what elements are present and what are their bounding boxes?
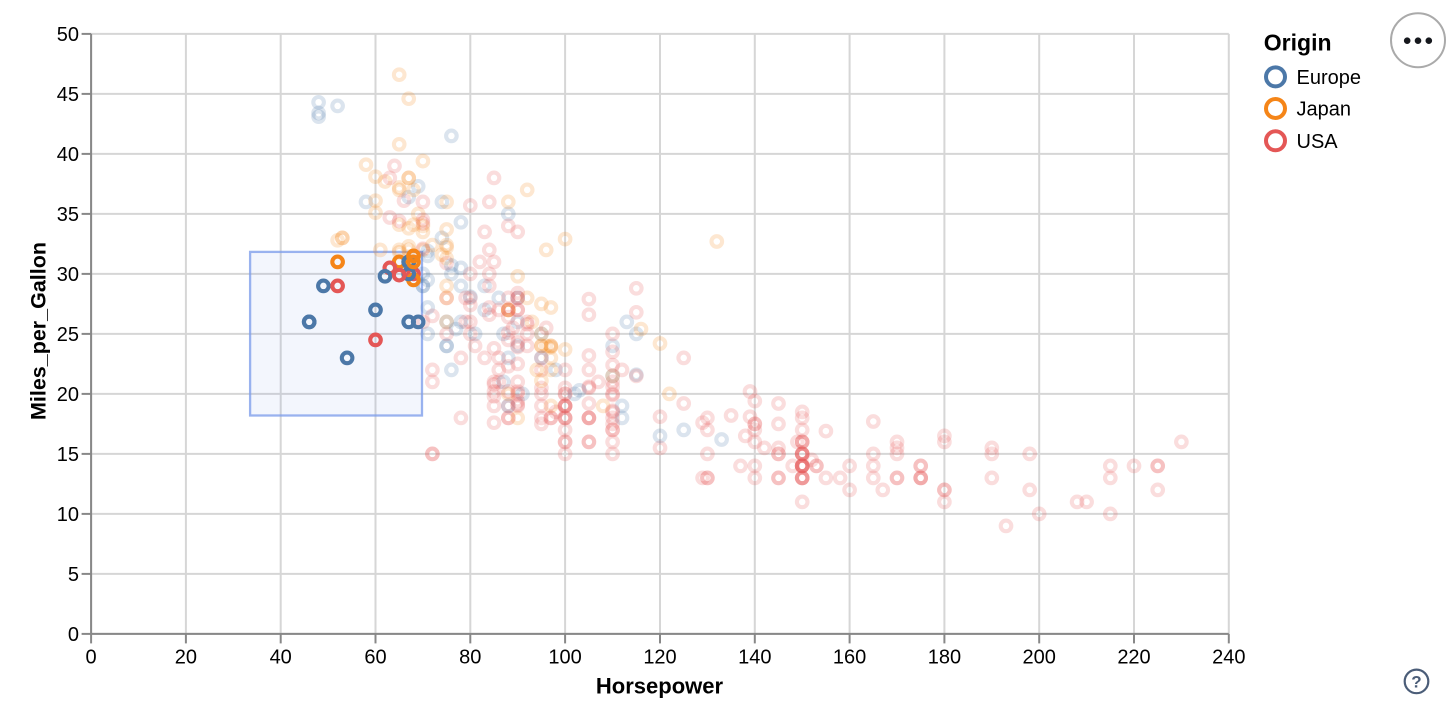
svg-text:0: 0 bbox=[86, 647, 97, 669]
svg-text:220: 220 bbox=[1117, 647, 1150, 669]
svg-text:45: 45 bbox=[57, 84, 79, 106]
svg-text:180: 180 bbox=[928, 647, 961, 669]
svg-text:Japan: Japan bbox=[1297, 99, 1352, 121]
svg-text:40: 40 bbox=[270, 647, 292, 669]
svg-text:25: 25 bbox=[57, 324, 79, 346]
svg-text:120: 120 bbox=[643, 647, 676, 669]
svg-text:Horsepower: Horsepower bbox=[596, 674, 724, 699]
svg-text:40: 40 bbox=[57, 144, 79, 166]
svg-text:100: 100 bbox=[548, 647, 581, 669]
svg-text:160: 160 bbox=[833, 647, 866, 669]
svg-text:50: 50 bbox=[57, 24, 79, 46]
svg-text:?: ? bbox=[1411, 673, 1421, 692]
svg-text:200: 200 bbox=[1023, 647, 1056, 669]
svg-text:20: 20 bbox=[175, 647, 197, 669]
svg-text:35: 35 bbox=[57, 204, 79, 226]
svg-text:20: 20 bbox=[57, 384, 79, 406]
svg-text:Europe: Europe bbox=[1297, 67, 1362, 89]
svg-text:Origin: Origin bbox=[1264, 30, 1332, 56]
svg-text:60: 60 bbox=[364, 647, 386, 669]
svg-text:5: 5 bbox=[68, 564, 79, 586]
svg-text:80: 80 bbox=[459, 647, 481, 669]
svg-text:USA: USA bbox=[1297, 131, 1339, 153]
svg-text:Miles_per_Gallon: Miles_per_Gallon bbox=[27, 242, 51, 420]
svg-text:15: 15 bbox=[57, 444, 79, 466]
svg-text:140: 140 bbox=[738, 647, 771, 669]
svg-text:30: 30 bbox=[57, 264, 79, 286]
svg-text:0: 0 bbox=[68, 624, 79, 646]
svg-text:10: 10 bbox=[57, 504, 79, 526]
svg-text:240: 240 bbox=[1212, 647, 1245, 669]
